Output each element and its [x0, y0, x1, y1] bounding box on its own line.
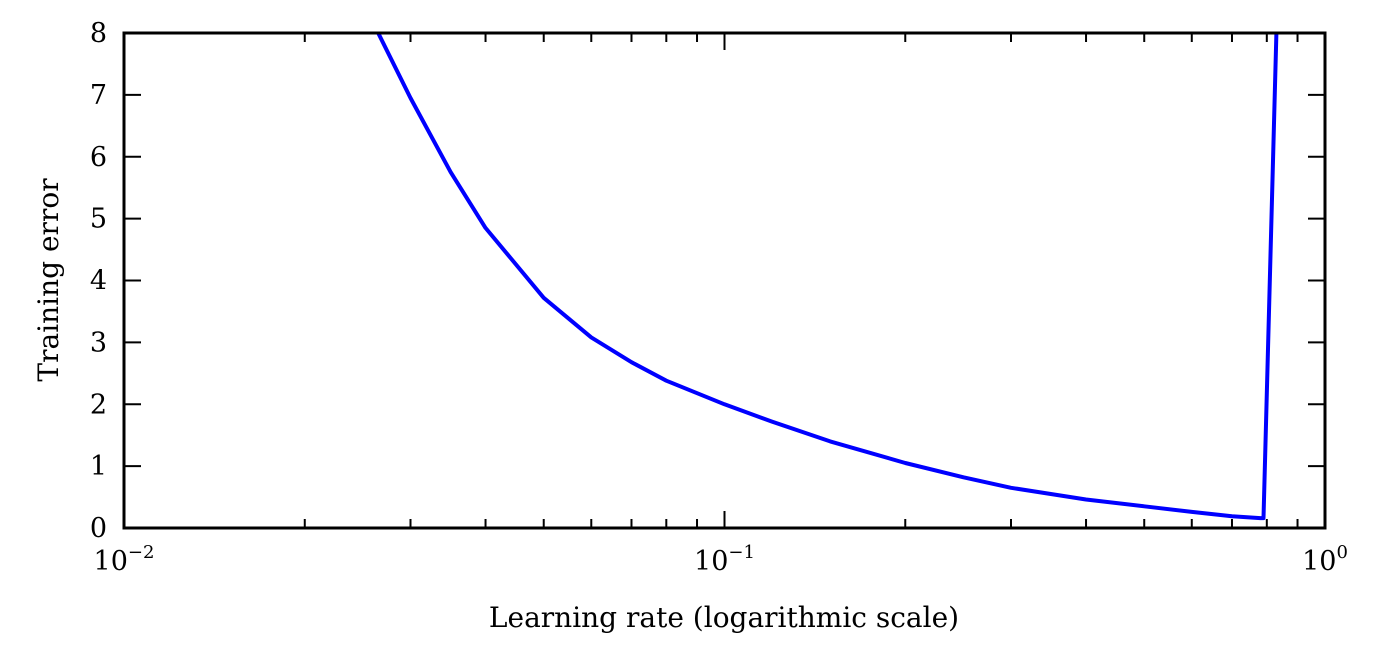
y-tick-label: 2 — [90, 389, 107, 420]
training-error-line — [376, 32, 1279, 521]
x-axis-label: Learning rate (logarithmic scale) — [489, 601, 959, 634]
tick-marks — [123, 32, 1326, 529]
y-axis-label: Training error — [32, 178, 65, 382]
x-tick-label: 10−1 — [694, 542, 755, 577]
x-tick-label: 100 — [1302, 542, 1348, 577]
y-tick-label: 6 — [90, 142, 107, 173]
y-tick-label: 1 — [90, 451, 107, 482]
y-tick-label: 8 — [90, 18, 107, 49]
tick-labels: 0 1 2 3 4 5 6 7 8 10−2 10−1 100 — [90, 18, 1348, 577]
y-tick-label: 7 — [90, 80, 107, 111]
x-tick-label: 10−2 — [94, 542, 155, 577]
y-tick-label: 5 — [90, 204, 107, 235]
plot-frame — [122, 31, 1327, 530]
y-tick-label: 4 — [90, 266, 107, 297]
y-tick-label: 3 — [90, 327, 107, 358]
y-tick-label: 0 — [90, 513, 107, 544]
